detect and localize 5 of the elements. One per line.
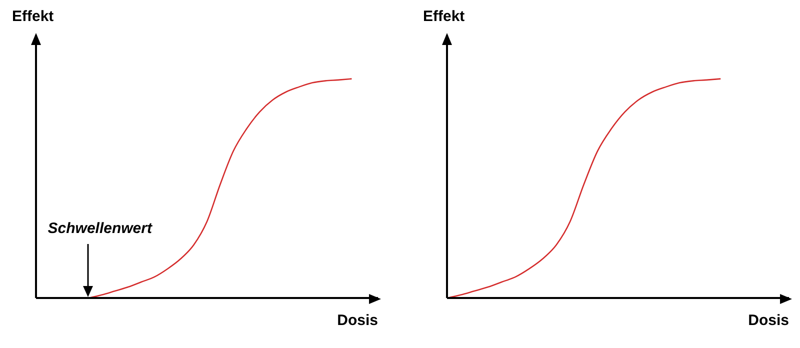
- y-axis-title: Effekt: [12, 8, 54, 25]
- x-axis-title: Dosis: [748, 312, 789, 329]
- annotation: Schwellenwert: [48, 220, 152, 237]
- y-axis-title: Effekt: [423, 8, 465, 25]
- x-axis-title: Dosis: [337, 312, 378, 329]
